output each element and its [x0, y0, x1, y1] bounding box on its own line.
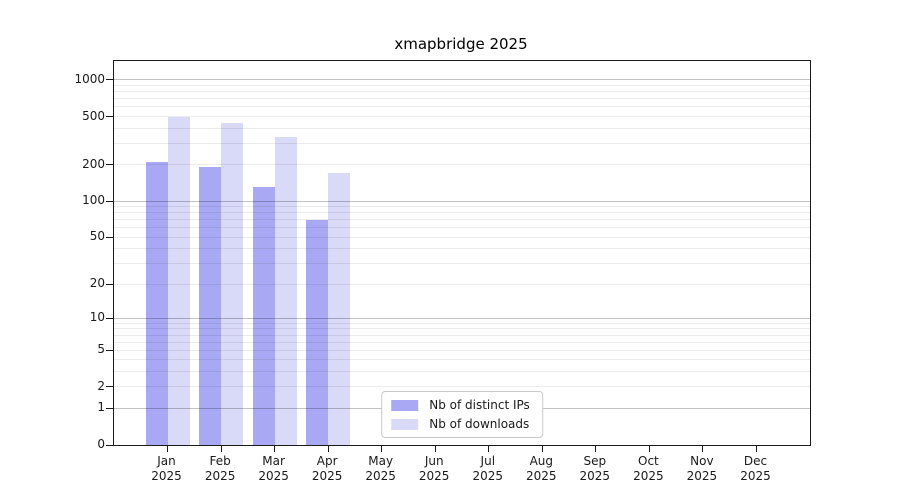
y-tick-label: 0 [97, 437, 105, 451]
gridline [114, 164, 810, 166]
bar-downloads-jan [167, 116, 190, 445]
gridline [114, 142, 810, 144]
x-tick-label: Oct 2025 [633, 454, 664, 483]
gridline [114, 106, 810, 108]
x-tick [274, 445, 276, 452]
x-tick [595, 445, 597, 452]
legend: Nb of distinct IPs Nb of downloads [381, 391, 543, 438]
x-tick-label: Jun 2025 [418, 454, 450, 483]
y-tick-label: 100 [82, 193, 105, 208]
x-tick [381, 445, 383, 452]
y-tick [106, 200, 113, 202]
y-tick [106, 236, 113, 238]
x-tick-label: Jan 2025 [151, 454, 182, 483]
legend-item-downloads: Nb of downloads [391, 417, 530, 431]
bar-distinct-ips-mar [252, 187, 275, 445]
legend-label-downloads: Nb of downloads [429, 417, 530, 431]
y-tick [106, 79, 113, 81]
y-tick-label: 2 [97, 378, 105, 393]
bar-downloads-apr [328, 173, 351, 445]
gridline [114, 79, 810, 81]
bar-distinct-ips-feb [199, 167, 222, 445]
y-tick [106, 283, 113, 285]
gridline [114, 91, 810, 93]
y-tick-label: 50 [89, 229, 105, 244]
bar-distinct-ips-apr [306, 219, 329, 445]
gridline [114, 98, 810, 100]
bar-downloads-mar [274, 136, 297, 445]
x-tick-label: May 2025 [365, 454, 396, 483]
y-tick-label: 10 [89, 310, 105, 325]
plot-area: Nb of distinct IPs Nb of downloads [106, 60, 811, 452]
y-tick [106, 444, 113, 446]
y-tick [106, 164, 113, 166]
x-tick [702, 445, 704, 452]
x-tick-label: Jul 2025 [472, 454, 504, 483]
y-tick [106, 116, 113, 117]
bar-downloads-feb [221, 123, 244, 445]
gridline [114, 116, 810, 117]
x-tick-label: Dec 2025 [740, 454, 771, 483]
legend-swatch-distinct-ips [391, 399, 419, 411]
x-tick-label: Apr 2025 [311, 454, 343, 483]
x-tick-label: Nov 2025 [686, 454, 718, 483]
x-tick [327, 445, 329, 452]
x-tick [541, 445, 543, 452]
y-tick [106, 349, 113, 351]
x-tick-label: Feb 2025 [204, 454, 236, 483]
legend-item-distinct-ips: Nb of distinct IPs [391, 398, 530, 412]
y-tick-label: 1000 [74, 71, 105, 86]
y-tick [106, 386, 113, 388]
x-tick [434, 445, 436, 452]
x-tick-label: Mar 2025 [258, 454, 289, 483]
y-tick-label: 1 [97, 400, 105, 415]
x-tick [756, 445, 757, 452]
x-tick [220, 445, 222, 452]
gridline [114, 84, 810, 86]
y-tick-label: 20 [89, 276, 105, 291]
x-tick-label: Sep 2025 [579, 454, 611, 483]
y-tick [106, 407, 113, 409]
y-tick-label: 200 [82, 156, 105, 171]
x-tick [488, 445, 490, 452]
x-tick [648, 445, 650, 452]
y-tick [106, 317, 113, 319]
chart-title: xmapbridge 2025 [394, 35, 528, 53]
x-tick [167, 445, 168, 452]
y-tick-label: 5 [97, 342, 105, 357]
legend-swatch-downloads [391, 418, 419, 430]
bar-distinct-ips-jan [145, 162, 168, 445]
x-tick-label: Aug 2025 [526, 454, 557, 483]
y-tick-label: 500 [82, 108, 105, 123]
legend-label-distinct-ips: Nb of distinct IPs [429, 398, 530, 412]
gridline [114, 127, 810, 129]
